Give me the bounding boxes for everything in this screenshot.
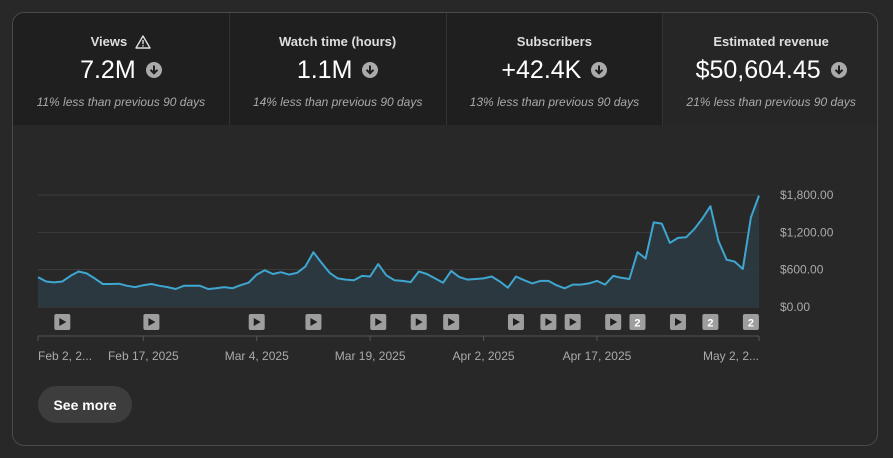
warning-icon[interactable] bbox=[135, 34, 151, 50]
video-count-marker[interactable] bbox=[742, 314, 759, 330]
play-icon bbox=[512, 318, 520, 326]
video-count-label: 2 bbox=[748, 318, 754, 330]
play-icon bbox=[375, 318, 383, 326]
metric-comparison: 21% less than previous 90 days bbox=[686, 95, 856, 109]
metric-tabs: Views 7.2M 11% less than previous 90 day… bbox=[13, 13, 877, 125]
y-tick-label: $0.00 bbox=[780, 300, 810, 314]
video-count-marker[interactable] bbox=[629, 314, 646, 330]
metric-comparison: 13% less than previous 90 days bbox=[469, 95, 640, 109]
x-tick-label: Feb 17, 2025 bbox=[108, 349, 179, 363]
play-icon bbox=[59, 318, 67, 326]
play-icon bbox=[610, 318, 618, 326]
play-icon bbox=[310, 318, 318, 326]
metric-comparison: 11% less than previous 90 days bbox=[36, 95, 206, 109]
metric-label: Views bbox=[90, 34, 128, 49]
analytics-card: Views 7.2M 11% less than previous 90 day… bbox=[12, 12, 878, 446]
y-tick-label: $1,200.00 bbox=[780, 225, 834, 239]
play-icon bbox=[569, 318, 577, 326]
video-count-marker[interactable] bbox=[702, 314, 719, 330]
video-count-label: 2 bbox=[634, 318, 640, 330]
x-tick-label: Apr 2, 2025 bbox=[453, 349, 515, 363]
y-tick-label: $600.00 bbox=[780, 263, 824, 277]
play-icon bbox=[253, 318, 261, 326]
play-icon bbox=[448, 318, 456, 326]
trend-down-icon bbox=[145, 62, 162, 78]
metric-tab-views[interactable]: Views 7.2M 11% less than previous 90 day… bbox=[13, 13, 230, 125]
y-tick-label: $1,800.00 bbox=[780, 188, 834, 202]
metric-label: Watch time (hours) bbox=[279, 34, 397, 49]
play-icon bbox=[545, 318, 553, 326]
series-line bbox=[37, 195, 760, 290]
metric-label: Subscribers bbox=[516, 34, 592, 49]
metric-tab-watch-time[interactable]: Watch time (hours) 1.1M 14% less than pr… bbox=[229, 13, 447, 125]
trend-down-icon bbox=[362, 62, 379, 78]
trend-down-icon bbox=[591, 62, 608, 78]
play-icon bbox=[415, 318, 423, 326]
revenue-chart[interactable]: $0.00 $600.00 $1,200.00 $1,800.00 Feb 2, 2..… bbox=[13, 125, 878, 375]
metric-value: 1.1M bbox=[296, 56, 353, 84]
metric-value: +42.4K bbox=[501, 56, 582, 84]
metric-value: $50,604.45 bbox=[695, 56, 821, 84]
metric-value: 7.2M bbox=[80, 56, 136, 84]
x-tick-label: Mar 4, 2025 bbox=[225, 349, 289, 363]
metric-tab-estimated-revenue[interactable]: Estimated revenue $50,604.45 21% less th… bbox=[663, 13, 877, 125]
metric-comparison: 14% less than previous 90 days bbox=[252, 95, 423, 109]
metric-tab-subscribers[interactable]: Subscribers +42.4K 13% less than previou… bbox=[446, 13, 664, 125]
x-tick-label: Feb 2, 2... bbox=[38, 349, 92, 363]
x-tick-label: Mar 19, 2025 bbox=[335, 349, 406, 363]
see-more-button[interactable]: See more bbox=[38, 386, 132, 423]
series-area bbox=[38, 195, 759, 307]
x-tick-label: May 2, 2... bbox=[703, 349, 759, 363]
play-icon bbox=[148, 318, 156, 326]
trend-down-icon bbox=[830, 62, 847, 78]
x-tick-label: Apr 17, 2025 bbox=[563, 349, 632, 363]
video-count-label: 2 bbox=[707, 318, 713, 330]
metric-label: Estimated revenue bbox=[713, 34, 829, 49]
play-icon bbox=[674, 318, 682, 326]
